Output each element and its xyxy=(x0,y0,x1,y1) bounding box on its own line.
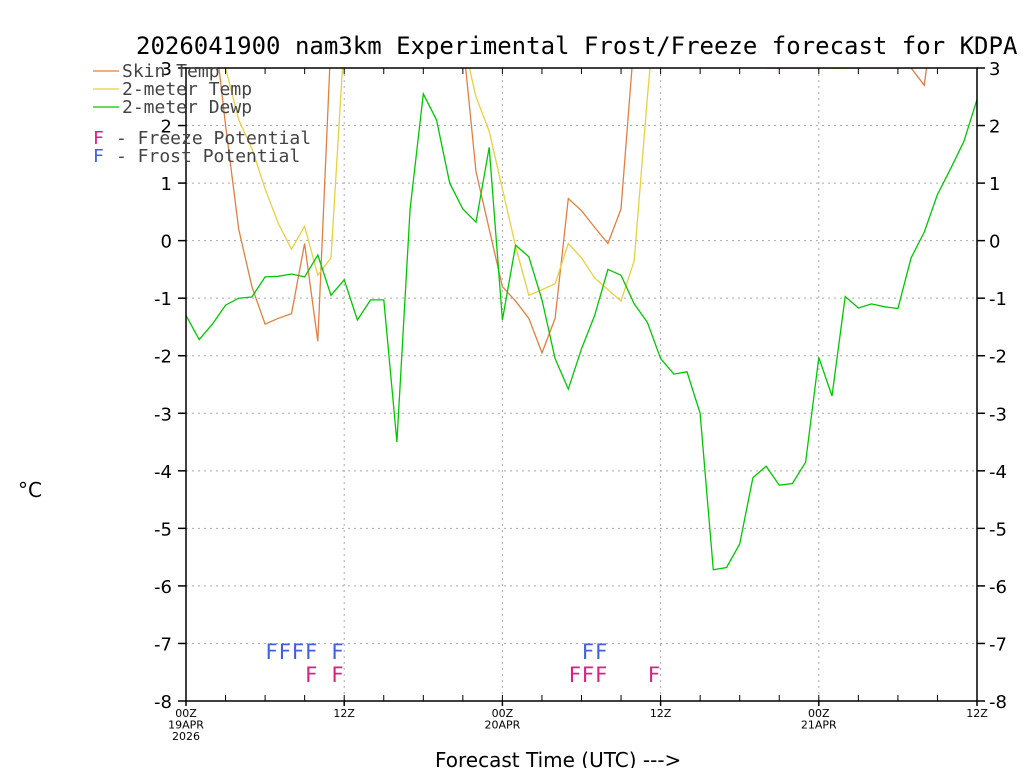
x-tick-label: 00Z xyxy=(808,707,830,720)
y-tick-label-left: 0 xyxy=(161,232,172,253)
y-tick-label-right: -2 xyxy=(989,347,1007,368)
legend-label: 2-meter Temp xyxy=(122,79,252,100)
y-tick-label-left: -4 xyxy=(154,462,172,483)
y-tick-label-right: 2 xyxy=(989,117,1000,138)
series-layer xyxy=(186,68,977,571)
flag-legend-label: - Frost Potential xyxy=(116,146,300,167)
frost-flag: F xyxy=(266,640,278,664)
y-tick-label-right: -1 xyxy=(989,289,1007,310)
y-tick-label-left: 2 xyxy=(161,117,172,138)
frost-flag: F xyxy=(279,640,291,664)
x-tick-label: 12Z xyxy=(650,707,672,720)
frost-flag: F xyxy=(292,640,304,664)
freeze-flag: F xyxy=(305,663,317,687)
y-tick-label-right: -4 xyxy=(989,462,1007,483)
x-axis-label: Forecast Time (UTC) ---> xyxy=(435,748,681,768)
y-tick-label-left: -8 xyxy=(154,692,172,713)
y-tick-label-right: -3 xyxy=(989,404,1007,425)
flag-legend-marker: F xyxy=(93,128,104,149)
freeze-flag: F xyxy=(648,663,660,687)
y-tick-label-left: -1 xyxy=(154,289,172,310)
freeze-flag: F xyxy=(569,663,581,687)
freeze-flag: F xyxy=(332,663,344,687)
potential-flags: F F F F F F FF F F F F F xyxy=(266,640,660,687)
frost-flag: F xyxy=(582,640,594,664)
flag-legend-marker: F xyxy=(93,146,104,167)
legend-label: Skin Temp xyxy=(122,61,220,82)
y-tick-label-left: -5 xyxy=(154,519,172,540)
y-tick-label-right: -8 xyxy=(989,692,1007,713)
x-tick-label: 12Z xyxy=(333,707,355,720)
y-tick-label-left: -2 xyxy=(154,347,172,368)
y-tick-label-right: 0 xyxy=(989,232,1000,253)
x-tick-label: 00Z xyxy=(175,707,197,720)
x-tick-label: 20APR xyxy=(484,719,520,732)
series-line-2-meter-dewp xyxy=(186,91,977,571)
freeze-flag: F xyxy=(582,663,594,687)
series-line-skin-temp xyxy=(218,68,928,355)
x-tick-label: 12Z xyxy=(966,707,988,720)
y-tick-label-right: -5 xyxy=(989,519,1007,540)
y-tick-label-right: -6 xyxy=(989,577,1007,598)
axis-ticks: -8 -8 -7 -7 -6 -6 -5 -5 -4 -4 -3 -3 -2 -2 -1 -1 0 0 1 1 2 2 3 3… xyxy=(154,59,1007,743)
x-tick-label: 2026 xyxy=(172,730,200,743)
y-tick-label-left: -7 xyxy=(154,634,172,655)
y-tick-label-left: -3 xyxy=(154,404,172,425)
frost-flag: F xyxy=(595,640,607,664)
y-axis-label: °C xyxy=(18,478,42,502)
y-tick-label-right: -7 xyxy=(989,634,1007,655)
y-tick-label-left: -6 xyxy=(154,577,172,598)
flag-legend-label: - Freeze Potential xyxy=(116,128,311,149)
y-tick-label-right: 3 xyxy=(989,59,1000,80)
y-tick-label-right: 1 xyxy=(989,174,1000,195)
frost-flag: F xyxy=(305,640,317,664)
legend-label: 2-meter Dewp xyxy=(122,97,252,118)
x-tick-label: 21APR xyxy=(801,719,837,732)
freeze-flag: F xyxy=(595,663,607,687)
series-line-2-meter-temp xyxy=(224,68,847,303)
chart-title: 2026041900 nam3km Experimental Frost/Fre… xyxy=(136,32,1018,60)
y-tick-label-left: 3 xyxy=(161,59,172,80)
x-tick-label: 00Z xyxy=(492,707,514,720)
x-tick-label: 19APR xyxy=(168,719,204,732)
frost-flag: F xyxy=(332,640,344,664)
y-tick-label-left: 1 xyxy=(161,174,172,195)
